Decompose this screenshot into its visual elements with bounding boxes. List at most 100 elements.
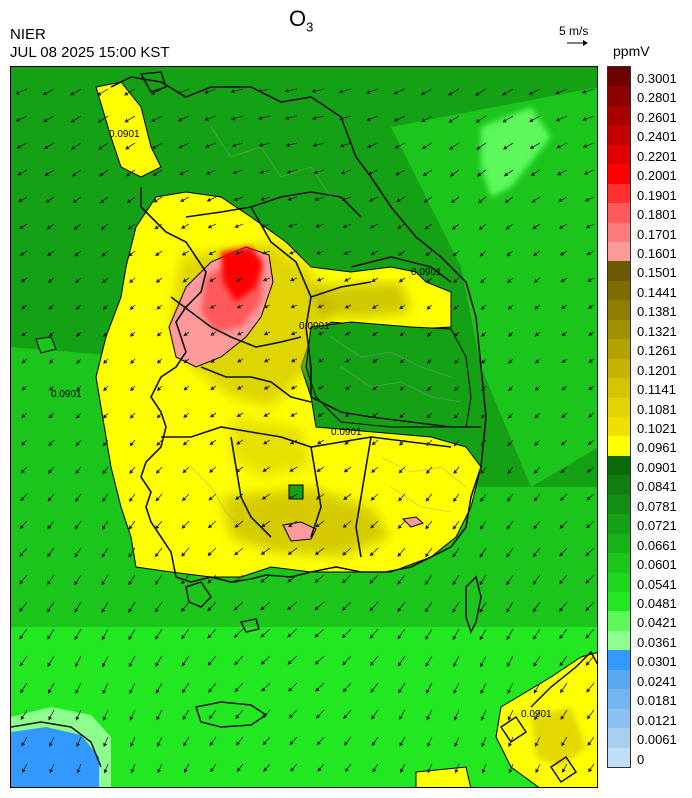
wind-arrowhead-icon <box>130 386 135 392</box>
wind-arrowhead-icon <box>449 172 455 177</box>
wind-arrowhead-icon <box>181 552 186 557</box>
wind-arrowhead-icon <box>422 172 427 176</box>
wind-arrowhead-icon <box>425 689 430 694</box>
wind-arrowhead-icon <box>182 469 187 474</box>
wind-arrowhead-icon <box>423 198 428 203</box>
wind-arrowhead-icon <box>479 635 484 641</box>
wind-arrowhead-icon <box>342 661 347 666</box>
wind-arrowhead-icon <box>288 687 293 692</box>
wind-arrowhead-icon <box>154 225 159 230</box>
wind-arrowhead-icon <box>128 662 133 668</box>
wind-arrowhead-icon <box>314 551 320 556</box>
wind-arrowhead-icon <box>233 197 238 202</box>
wind-arrowhead-icon <box>103 386 108 392</box>
legend-label: 0.1141 <box>637 382 676 398</box>
wind-arrowhead-icon <box>98 145 103 150</box>
wind-arrowhead-icon <box>74 635 79 641</box>
wind-arrowhead-icon <box>20 469 25 474</box>
wind-arrowhead-icon <box>151 145 157 149</box>
wind-arrowhead-icon <box>399 359 405 364</box>
wind-arrowhead-icon <box>156 742 161 747</box>
wind-arrowhead-icon <box>236 304 241 309</box>
wind-arrowhead-icon <box>398 715 403 721</box>
wind-arrowhead-icon <box>153 198 158 203</box>
wind-arrowhead-icon <box>101 635 106 641</box>
wind-arrowhead-icon <box>72 198 78 204</box>
wind-arrowhead-icon <box>21 742 26 747</box>
wind-arrowhead-icon <box>344 385 350 390</box>
wind-arrowhead-icon <box>18 198 23 203</box>
wind-arrowhead-icon <box>181 607 186 612</box>
wind-arrowhead-icon <box>231 143 237 148</box>
wind-arrowhead-icon <box>156 386 162 391</box>
wind-arrowhead-icon <box>181 661 186 667</box>
wind-arrowhead-icon <box>316 440 322 445</box>
legend-swatch <box>608 436 630 457</box>
wind-arrowhead-icon <box>75 689 80 695</box>
wind-arrowhead-icon <box>585 579 590 584</box>
wind-arrowhead-icon <box>235 741 241 746</box>
wind-arrowhead-icon <box>506 635 511 641</box>
wind-arrowhead-icon <box>588 358 593 363</box>
wind-arrowhead-icon <box>393 117 399 122</box>
wind-arrowhead-icon <box>155 497 160 502</box>
wind-arrowhead-icon <box>289 277 295 282</box>
legend-label: 0 <box>637 751 645 767</box>
wind-arrowhead-icon <box>20 496 25 502</box>
wind-arrowhead-icon <box>311 88 316 93</box>
wind-arrowhead-icon <box>534 441 539 446</box>
legend-label: 0.1901 <box>637 187 677 203</box>
legend-swatch <box>608 592 630 612</box>
legend-label: 0.0661 <box>637 537 677 553</box>
wind-arrowhead-icon <box>586 496 591 501</box>
legend-label: 0.3001 <box>637 71 677 86</box>
wind-arrowhead-icon <box>233 578 239 584</box>
wind-arrowhead-icon <box>317 385 323 390</box>
wind-arrowhead-icon <box>151 118 156 122</box>
wind-arrowhead-icon <box>125 172 131 177</box>
wind-arrowhead-icon <box>208 251 213 256</box>
wind-arrowhead-icon <box>156 332 162 337</box>
wind-arrowhead-icon <box>129 305 134 310</box>
wind-arrowhead-icon <box>207 579 212 584</box>
wind-arrowhead-icon <box>587 413 593 418</box>
wind-arrowhead-icon <box>287 550 293 555</box>
wind-arrowhead-icon <box>20 278 26 283</box>
wind-arrowhead-icon <box>480 442 485 447</box>
wind-arrowhead-icon <box>369 224 375 229</box>
wind-arrowhead-icon <box>421 118 426 123</box>
wind-arrowhead-icon <box>560 496 565 502</box>
wind-arrowhead-icon <box>313 170 318 175</box>
wind-arrowhead-icon <box>369 661 375 666</box>
wind-arrowhead-icon <box>130 768 135 774</box>
wind-arrowhead-icon <box>339 143 345 148</box>
wind-arrowhead-icon <box>103 769 108 774</box>
wind-arrowhead-icon <box>19 225 24 229</box>
wind-arrowhead-icon <box>559 634 564 640</box>
wind-arrowhead-icon <box>76 769 81 774</box>
wind-arrowhead-icon <box>561 413 566 418</box>
wind-arrowhead-icon <box>48 441 53 446</box>
legend-swatch <box>608 203 630 224</box>
wind-arrowhead-icon <box>19 634 24 640</box>
wind-arrowhead-icon <box>480 716 485 721</box>
wind-arrowhead-icon <box>156 359 162 364</box>
wind-arrowhead-icon <box>102 279 107 284</box>
wind-arrowhead-icon <box>154 608 159 613</box>
wind-arrowhead-icon <box>534 715 539 721</box>
wind-arrowhead-icon <box>150 91 156 95</box>
wind-arrowhead-icon <box>534 359 540 364</box>
wind-arrowhead-icon <box>42 91 48 96</box>
wind-arrowhead-icon <box>372 358 377 363</box>
wind-arrowhead-icon <box>285 142 290 147</box>
wind-arrowhead-icon <box>399 305 404 310</box>
legend-label: 0.1261 <box>637 343 677 359</box>
wind-arrowhead-icon <box>561 359 566 364</box>
wind-arrowhead-icon <box>475 91 480 96</box>
wind-arrowhead-icon <box>261 523 266 528</box>
legend-label: 0.1021 <box>637 421 677 436</box>
wind-arrowhead-icon <box>532 607 537 613</box>
legend-label: 0.2001 <box>637 168 677 184</box>
wind-arrowhead-icon <box>559 580 564 585</box>
wind-arrowhead-icon <box>342 687 347 693</box>
